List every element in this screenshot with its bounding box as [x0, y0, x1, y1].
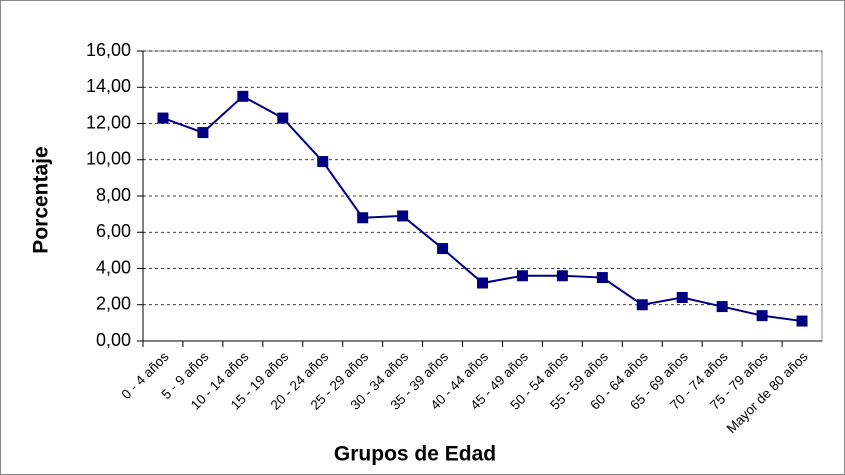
marker — [636, 299, 648, 311]
marker — [556, 270, 568, 282]
marker — [397, 210, 409, 222]
y-tick-label: 10,00 — [86, 149, 131, 169]
marker — [437, 243, 449, 255]
marker — [477, 277, 488, 289]
marker — [277, 112, 289, 124]
marker — [796, 315, 808, 327]
y-tick-label: 16,00 — [86, 40, 131, 60]
marker — [197, 127, 209, 139]
marker — [676, 292, 688, 303]
y-tick-label: 0,00 — [96, 330, 131, 350]
y-tick-label: 14,00 — [86, 76, 131, 96]
y-tick-label: 8,00 — [96, 185, 131, 205]
y-axis-title: Porcentaje — [30, 146, 53, 253]
marker — [756, 310, 768, 322]
y-tick-label: 12,00 — [86, 112, 131, 132]
marker — [317, 156, 329, 168]
marker — [716, 301, 728, 313]
marker — [516, 270, 528, 282]
marker — [237, 90, 249, 102]
y-tick-label: 2,00 — [96, 294, 131, 314]
marker — [596, 272, 608, 284]
x-axis-title: Grupos de Edad — [334, 443, 496, 466]
marker — [157, 112, 169, 124]
y-tick-label: 4,00 — [96, 257, 131, 277]
marker — [357, 212, 369, 224]
y-tick-label: 6,00 — [96, 221, 131, 241]
